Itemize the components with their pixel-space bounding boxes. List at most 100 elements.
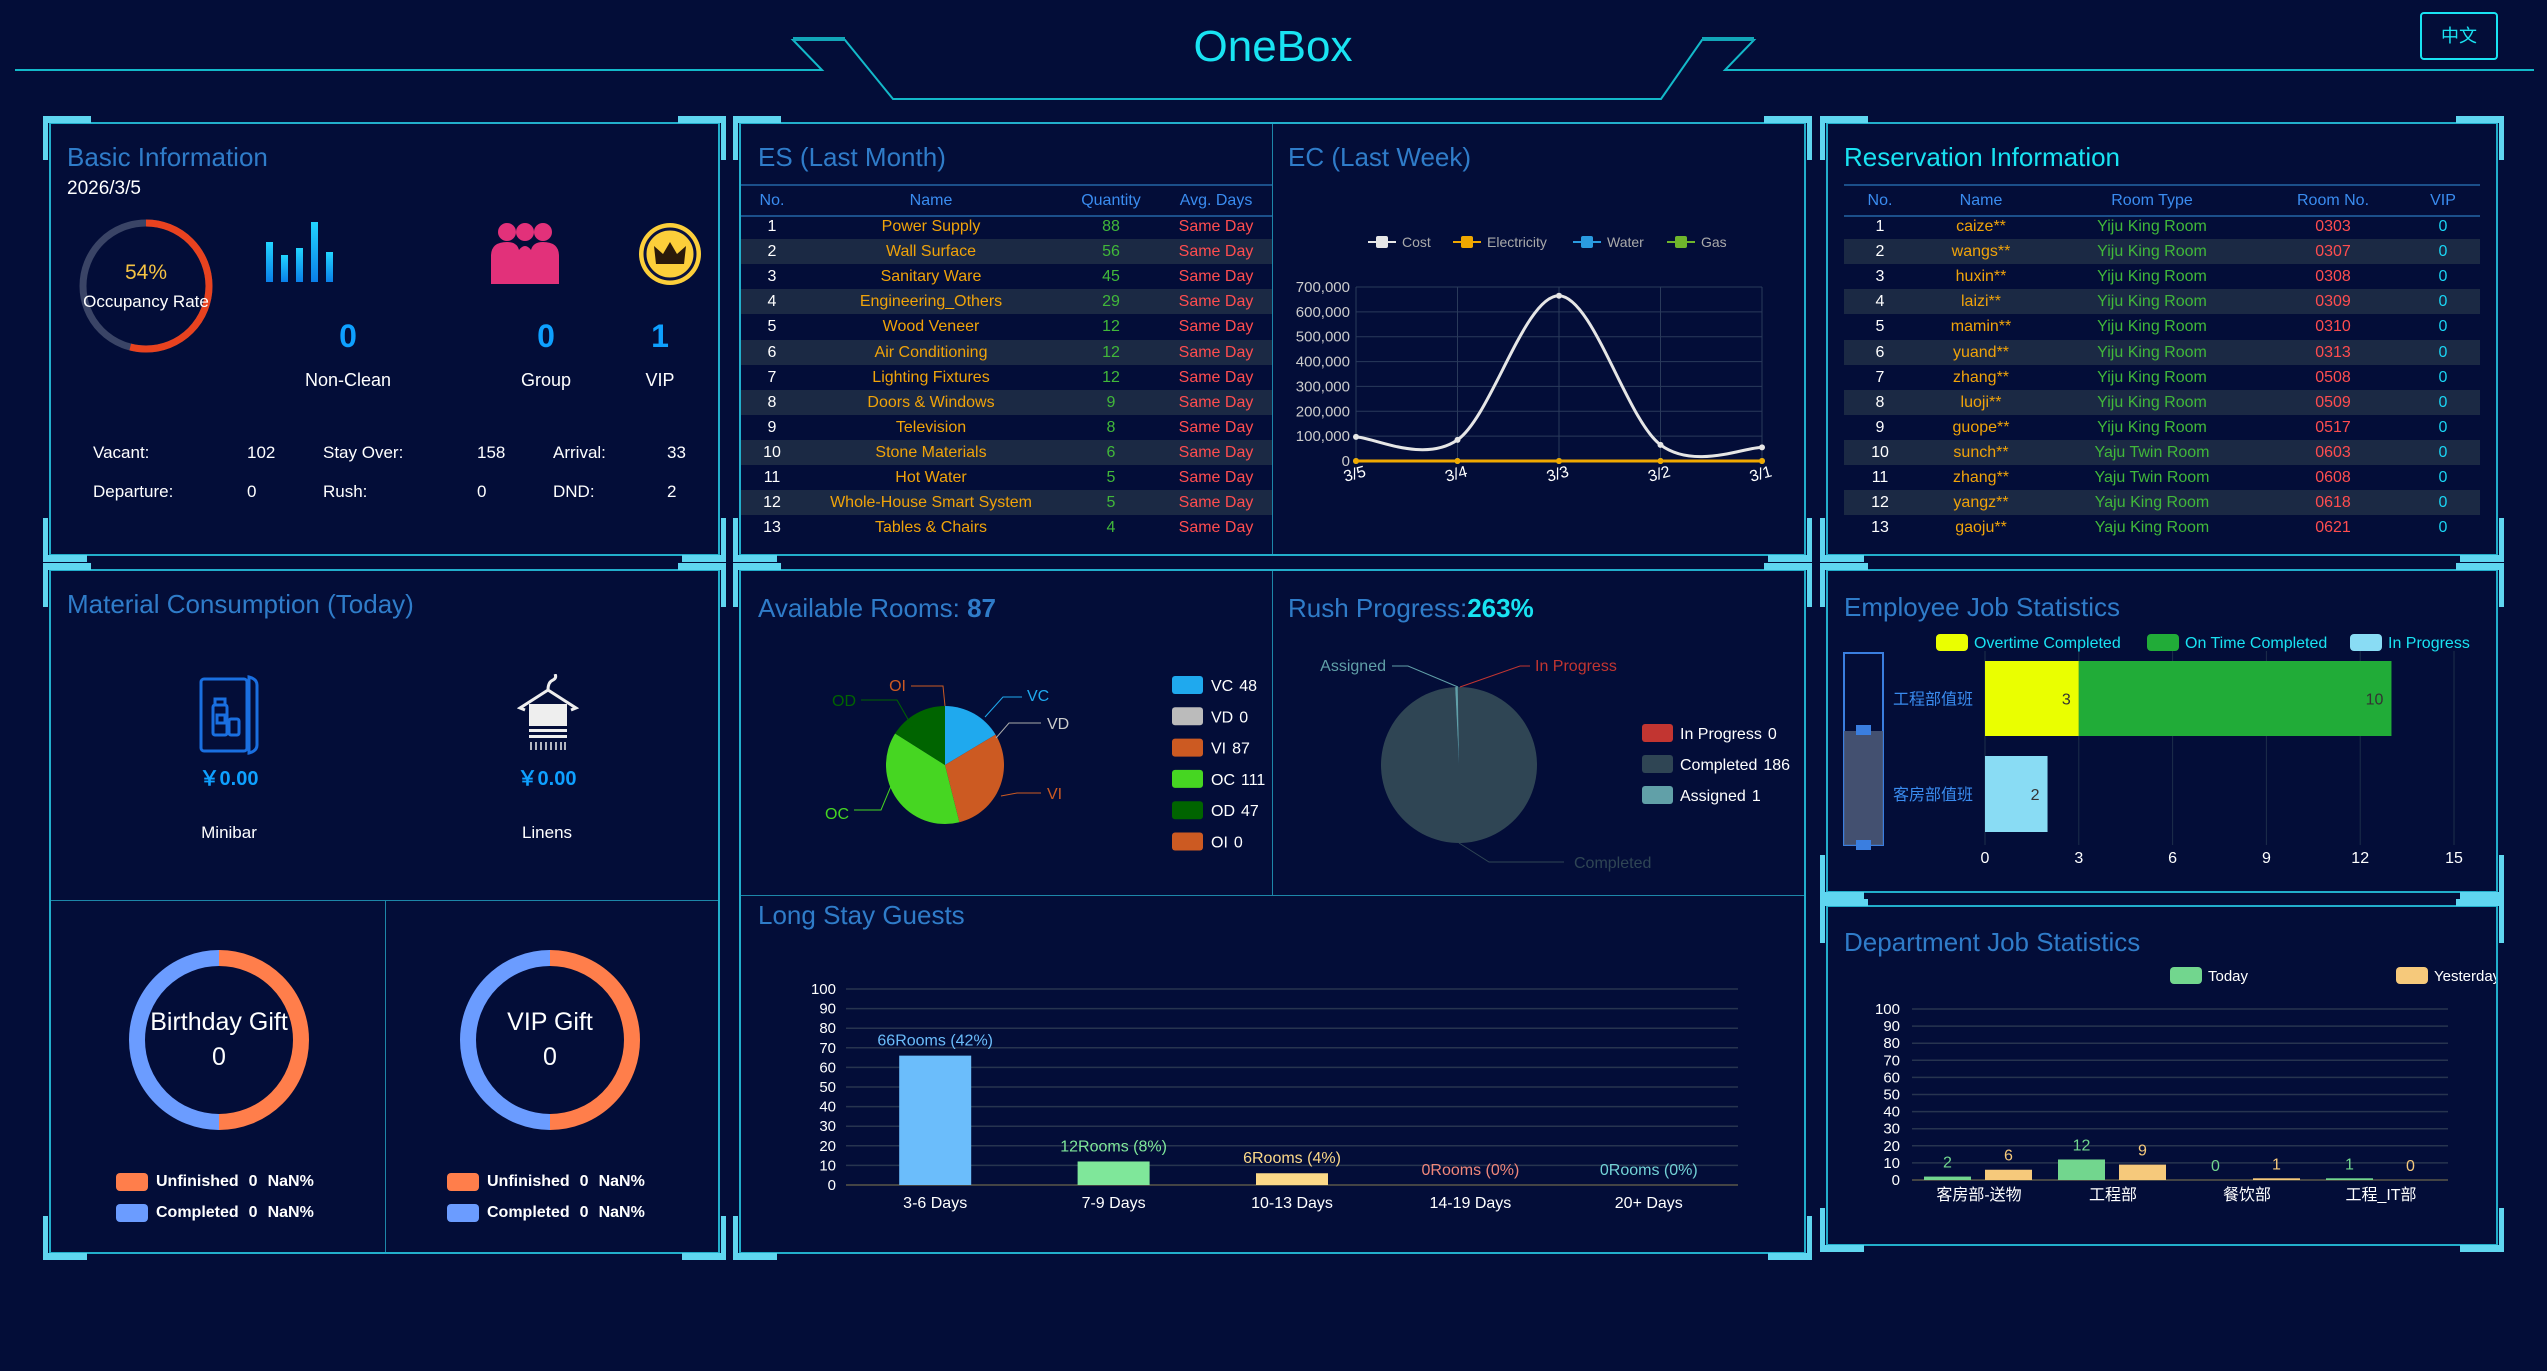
minibar-amount: ￥0.00 (199, 768, 259, 790)
y-tick-label: 0 (828, 1177, 836, 1194)
stat-label-departure: Departure: (93, 482, 174, 501)
pie-label: OI (889, 678, 906, 695)
bar (2253, 1178, 2300, 1180)
table-cell: Yiju King Room (2097, 343, 2207, 361)
table-cell: 0618 (2315, 494, 2351, 512)
legend-label: Completed (1680, 757, 1757, 774)
current-date: 2026/3/5 (67, 178, 141, 199)
table-cell: 0 (2438, 268, 2448, 286)
data-point (1353, 433, 1359, 440)
bar-data-label: 2 (1943, 1155, 1952, 1172)
table-row: 11 zhang** Yaju Twin Room 0608 0 (1844, 465, 2480, 490)
column-header: No. (1867, 192, 1893, 209)
divider (741, 895, 1804, 896)
table-cell: Same Day (1178, 343, 1254, 361)
table-cell: 0 (2438, 494, 2448, 512)
frame-corner-accent (737, 116, 781, 123)
y-tick-label: 10 (819, 1157, 836, 1174)
column-header: Room No. (2296, 192, 2370, 209)
table-row: 13 gaoju** Yaju King Room 0621 0 (1844, 515, 2480, 540)
pie-label: VC (1027, 688, 1049, 705)
legend-label: Electricity (1487, 234, 1547, 250)
frame-corner-accent (721, 563, 726, 607)
legend-label: Assigned (1680, 788, 1746, 805)
zoom-slider-handle[interactable] (1856, 725, 1871, 735)
reservation-panel (1826, 122, 2498, 556)
legend-swatch (116, 1204, 148, 1222)
bar-data-label: 3 (2062, 692, 2071, 709)
divider (51, 900, 718, 901)
frame-corner-accent (1820, 555, 1864, 562)
label-leader-line (1458, 842, 1564, 863)
rush-progress-title: Rush Progress:263% (1288, 593, 1534, 624)
frame-corner-accent (1768, 555, 1812, 562)
frame-corner-accent (1807, 116, 1812, 160)
bar (1924, 1176, 1971, 1180)
frame-corner-accent (733, 1253, 777, 1260)
label-leader-line (984, 696, 1022, 718)
table-cell: 7 (767, 368, 777, 386)
frame-corner-accent (2499, 855, 2504, 899)
table-row: 1 Power Supply 88 Same Day (741, 214, 1272, 239)
y-tick-label: 60 (1883, 1069, 1900, 1086)
x-tick-label: 14-19 Days (1429, 1195, 1511, 1212)
bar (899, 1055, 972, 1185)
legend-label: Unfinished (156, 1173, 239, 1191)
pie-slice-od (895, 706, 945, 765)
language-toggle-button[interactable]: 中文 (2420, 12, 2498, 60)
vip-label: VIP (645, 370, 675, 390)
frame-corner-accent (1824, 116, 1868, 123)
legend-swatch (1642, 724, 1673, 742)
bar (1256, 1173, 1328, 1185)
gift-legend-item: Completed 0 NaN% (116, 1204, 314, 1222)
frame-corner-accent (1764, 116, 1808, 123)
frame-corner-accent (43, 116, 48, 160)
table-cell: 0608 (2315, 469, 2351, 486)
rooms-panel (739, 569, 1806, 1254)
column-header: VIP (2430, 192, 2456, 209)
table-cell: 0 (2438, 293, 2448, 311)
column-header: Name (909, 192, 953, 209)
stat-value-dnd: 2 (667, 482, 677, 501)
pie-slice-assigned (1455, 687, 1459, 765)
pie-slice-vc (945, 706, 996, 765)
table-cell: 9 (1875, 418, 1885, 436)
legend-label: On Time Completed (2185, 635, 2327, 652)
bar-data-label: 12Rooms (8%) (1060, 1138, 1167, 1155)
x-tick-label: 客房部-送物 (1936, 1186, 2021, 1204)
department-title: Department Job Statistics (1844, 927, 2141, 957)
table-header-row: No. Name Quantity Avg. Days (741, 184, 1272, 217)
table-cell: 8 (767, 393, 777, 411)
y-tick-label: 0 (1892, 1172, 1900, 1189)
table-cell: 0309 (2315, 293, 2351, 311)
bar-data-label: 6 (2004, 1148, 2013, 1165)
gift-title: Birthday Gift (150, 1008, 288, 1036)
y-tick-label: 100 (811, 981, 836, 998)
frame-corner-accent (1807, 518, 1812, 562)
label-leader-line (911, 685, 946, 707)
legend-value: 111 (1241, 772, 1265, 789)
table-cell: Television (895, 418, 967, 436)
y-tick-label: 90 (819, 1001, 836, 1018)
bar (1985, 1169, 2032, 1180)
pie-label: OD (832, 693, 856, 710)
table-cell: 6 (1875, 343, 1885, 361)
data-point (1556, 292, 1562, 299)
frame-corner-accent (721, 116, 726, 160)
table-cell: 9 (1106, 393, 1116, 411)
zoom-slider-window[interactable] (1844, 731, 1883, 845)
y-tick-label: 100,000 (1296, 428, 1350, 445)
zoom-slider-handle[interactable] (1856, 840, 1871, 850)
x-tick-label: 6 (2168, 850, 2177, 867)
table-cell: Yaju Twin Room (2094, 469, 2210, 486)
table-cell: 0 (2438, 243, 2448, 261)
legend-count: 0 (248, 1173, 258, 1191)
data-point (1657, 441, 1664, 448)
table-cell: 0308 (2315, 268, 2351, 286)
table-row: 9 Television 8 Same Day (741, 415, 1272, 440)
reservation-title: Reservation Information (1844, 142, 2121, 172)
data-point (1657, 458, 1664, 464)
frame-corner-accent (2499, 563, 2504, 607)
x-tick-label: 9 (2262, 850, 2271, 867)
table-row: 2 wangs** Yiju King Room 0307 0 (1844, 239, 2480, 265)
